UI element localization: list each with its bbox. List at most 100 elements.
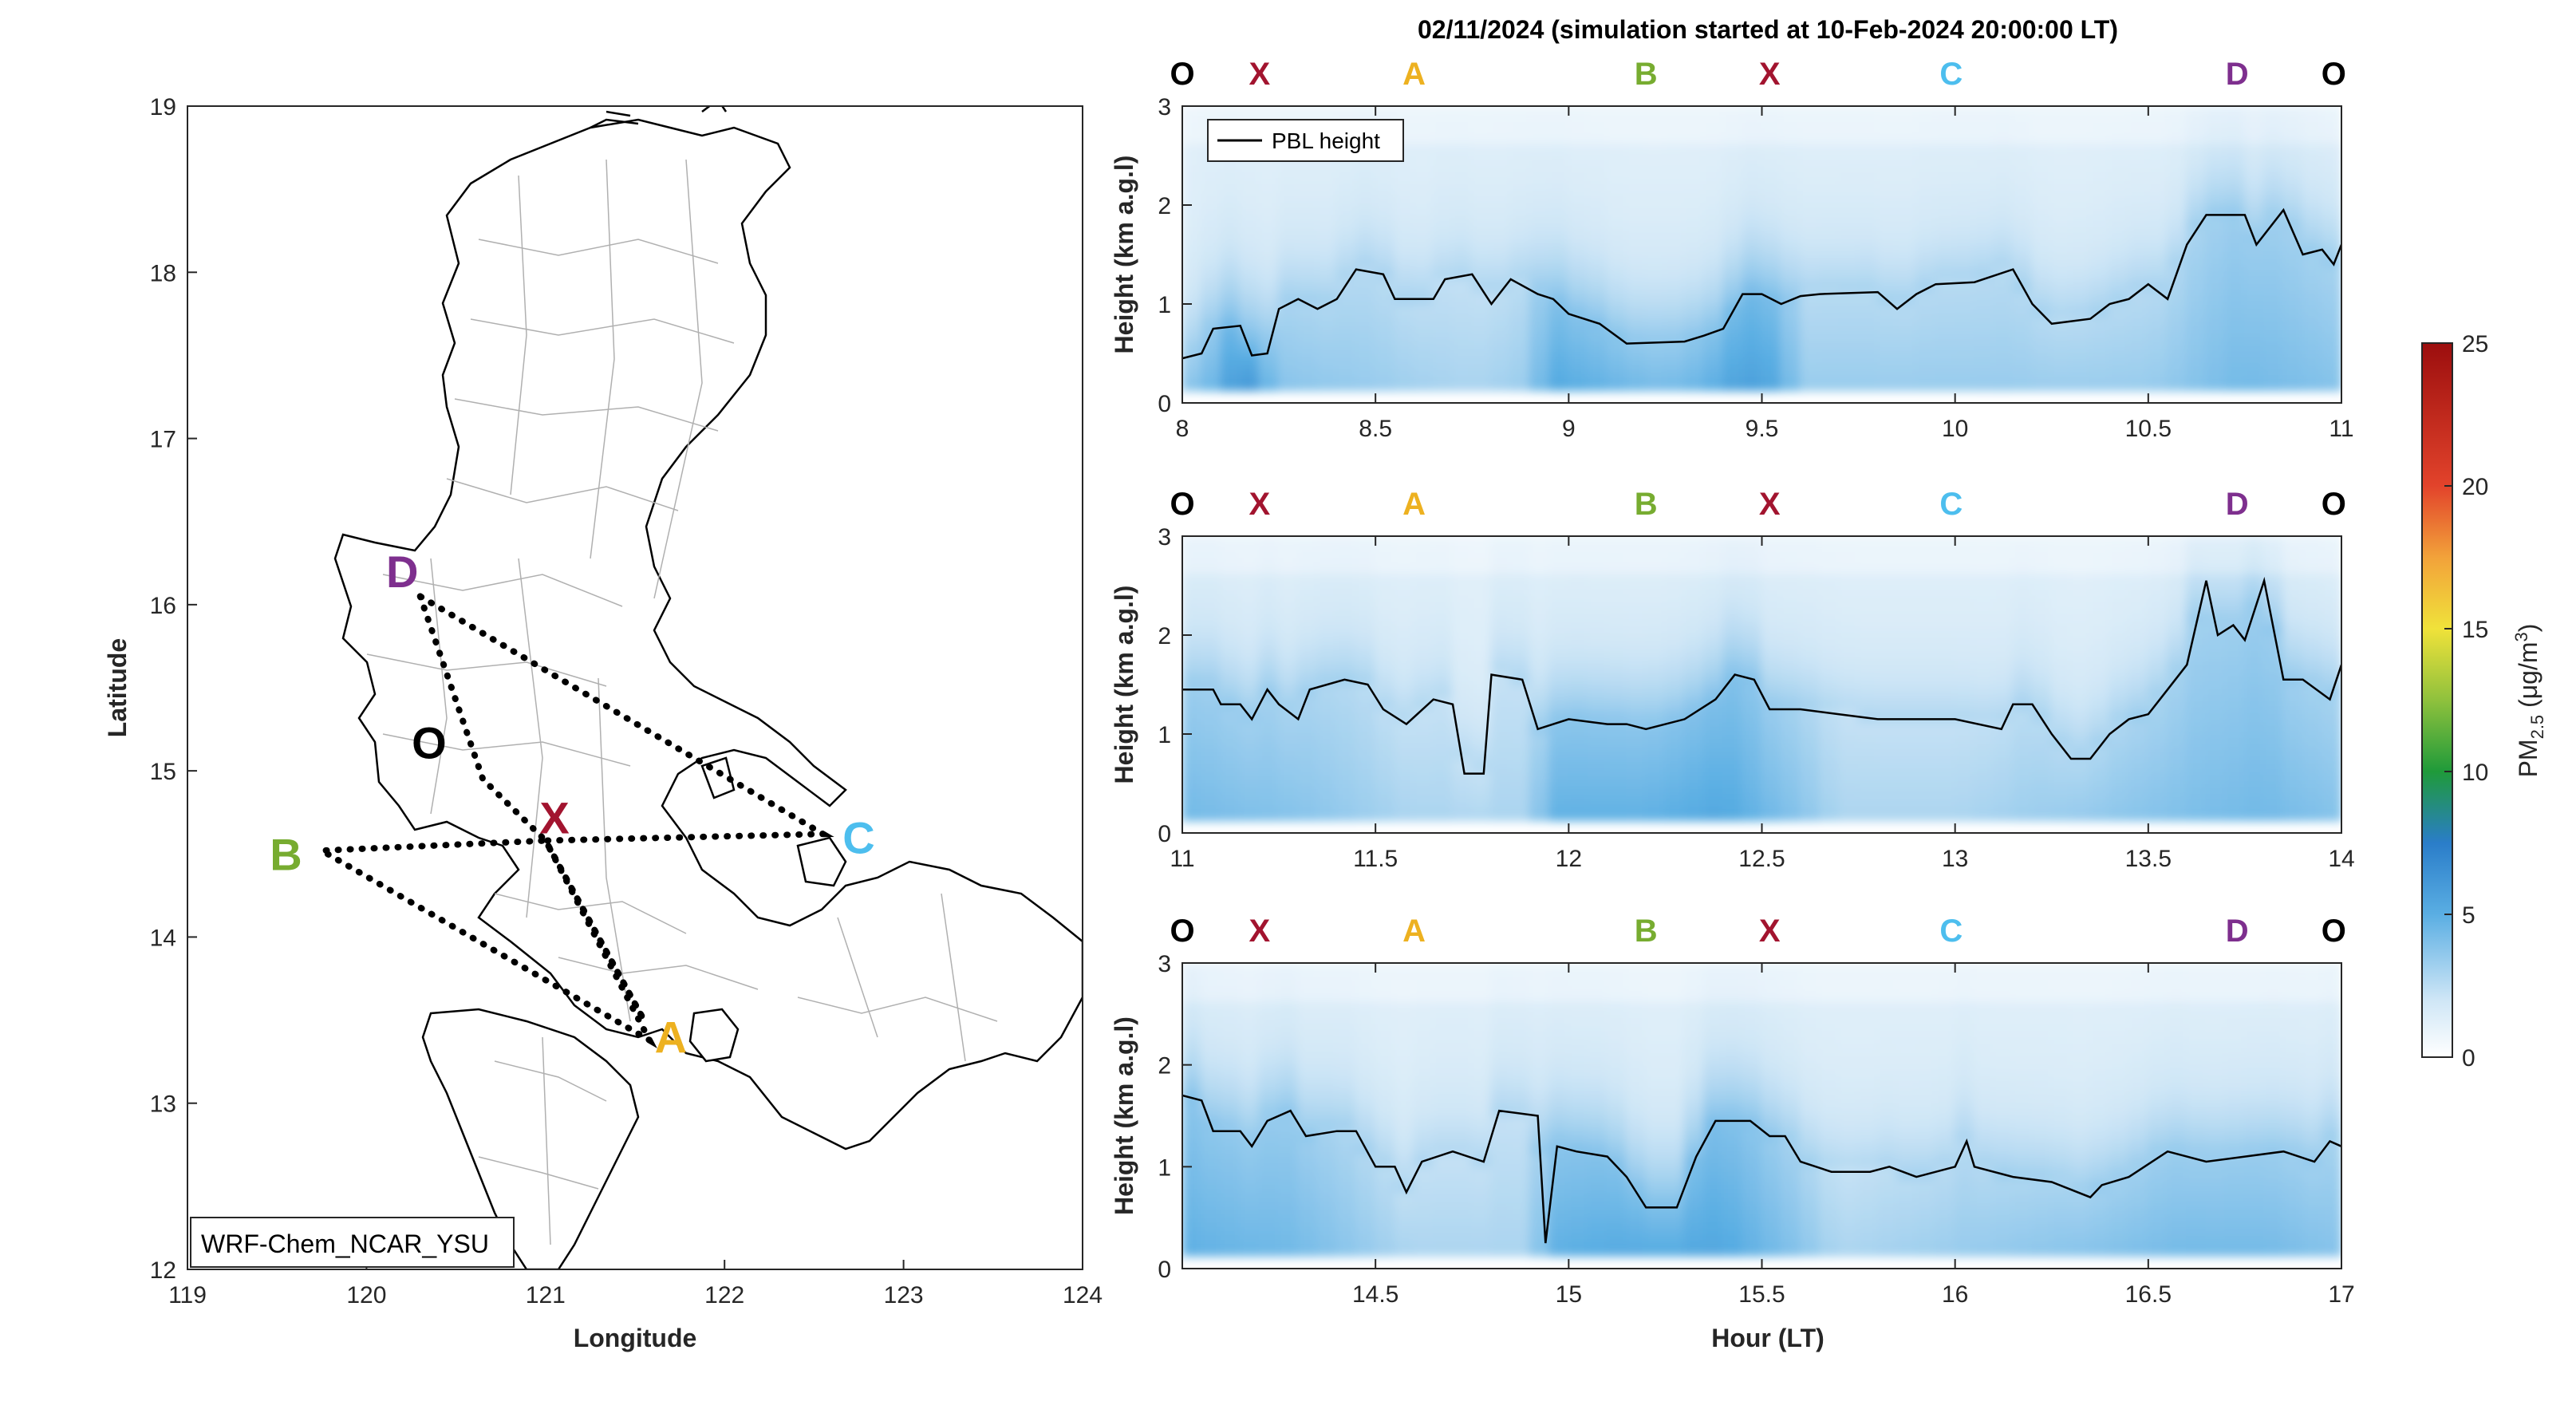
heatmap-cell <box>1722 241 1744 255</box>
heatmap-cell <box>2050 229 2072 243</box>
heatmap-cell <box>1838 167 1860 181</box>
heatmap-cell <box>1335 659 1357 673</box>
heatmap-cell <box>1297 191 1319 206</box>
heatmap-cell <box>1702 180 1725 194</box>
heatmap-cell <box>2147 597 2169 611</box>
heatmap-cell <box>1335 328 1357 342</box>
x-tick-label: 11 <box>2329 416 2353 442</box>
heatmap-cell <box>1799 1140 1821 1155</box>
heatmap-cell <box>2302 1102 2323 1117</box>
heatmap-cell <box>1664 646 1686 661</box>
map-x-tick-label: 124 <box>1063 1282 1103 1308</box>
x-tick-label: 14.5 <box>1352 1281 1398 1308</box>
heatmap-cell <box>1606 1153 1627 1168</box>
heatmap-cell <box>1548 1025 1570 1040</box>
heatmap-cell <box>1278 266 1300 280</box>
heatmap-cell <box>2243 610 2266 624</box>
heatmap-cell <box>2302 536 2323 550</box>
heatmap-cell <box>1761 241 1782 255</box>
heatmap-cell <box>2012 597 2034 611</box>
heatmap-cell <box>1819 1178 1840 1194</box>
heatmap-cell <box>2089 340 2111 354</box>
heatmap-cell <box>1935 106 1956 120</box>
heatmap-cell <box>2282 963 2304 977</box>
heatmap-cell <box>1297 254 1319 268</box>
heatmap-cell <box>1413 216 1434 231</box>
heatmap-cell <box>1838 597 1860 611</box>
heatmap-cell <box>1297 622 1319 636</box>
heatmap-cell <box>1201 377 1222 392</box>
heatmap-cell <box>2263 290 2285 305</box>
heatmap-cell <box>1664 191 1686 206</box>
y-tick-label: 1 <box>1158 1154 1171 1181</box>
heatmap-cell <box>1316 1242 1338 1257</box>
heatmap-cell <box>1857 1000 1879 1015</box>
heatmap-cell <box>1857 560 1879 574</box>
heatmap-cell <box>2321 720 2341 735</box>
heatmap-cell <box>1838 963 1860 977</box>
heatmap-cell <box>1432 1089 1454 1104</box>
heatmap-cell <box>1857 1178 1879 1194</box>
heatmap-cell <box>2205 634 2227 649</box>
heatmap-cell <box>2050 659 2072 673</box>
heatmap-cell <box>1220 795 1241 809</box>
heatmap-cell <box>1876 1000 1899 1015</box>
heatmap-cell <box>2302 191 2323 206</box>
heatmap-cell <box>1548 142 1570 156</box>
heatmap-cell <box>2205 1102 2227 1117</box>
heatmap-cell <box>1799 987 1821 1002</box>
heatmap-cell <box>1761 1115 1782 1130</box>
heatmap-cell <box>1722 328 1744 342</box>
heatmap-cell <box>2282 745 2304 760</box>
heatmap-cell <box>1683 1242 1705 1257</box>
heatmap-cell <box>2263 597 2285 611</box>
heatmap-cell <box>1722 216 1744 231</box>
heatmap-cell <box>1413 229 1434 243</box>
heatmap-cell <box>1432 1012 1454 1028</box>
catanduanes-island <box>796 836 847 887</box>
heatmap-cell <box>1876 572 1899 586</box>
heatmap-cell <box>2109 745 2130 760</box>
heatmap-cell <box>1954 1115 1975 1130</box>
heatmap-cell <box>1606 315 1627 330</box>
heatmap-cell <box>1780 278 1801 293</box>
heatmap-cell <box>2302 684 2323 698</box>
heatmap-cell <box>2205 1127 2227 1143</box>
heatmap-cell <box>1490 204 1512 219</box>
heatmap-cell <box>2089 142 2111 156</box>
heatmap-cell <box>2167 1153 2188 1168</box>
heatmap-cell <box>1645 1178 1667 1194</box>
heatmap-cell <box>1838 585 1860 599</box>
heatmap-cell <box>1645 365 1667 379</box>
heatmap-cell <box>1220 229 1241 243</box>
heatmap-cell <box>1297 290 1319 305</box>
heatmap-cell <box>1239 547 1260 562</box>
heatmap-cell <box>1742 130 1763 144</box>
heatmap-cell <box>1722 720 1744 735</box>
heatmap-cell <box>1857 572 1879 586</box>
heatmap-cell <box>2069 733 2092 748</box>
heatmap-cell <box>2128 795 2149 809</box>
heatmap-cell <box>1973 1191 1995 1206</box>
route-marker-a: A <box>1402 57 1426 92</box>
heatmap-cell <box>1915 783 1937 797</box>
heatmap-cell <box>1625 1229 1647 1245</box>
heatmap-cell <box>1857 1127 1879 1143</box>
heatmap-cell <box>1742 597 1763 611</box>
heatmap-cell <box>1509 1229 1531 1245</box>
heatmap-cell <box>2302 758 2323 772</box>
heatmap-cell <box>1625 1140 1647 1155</box>
heatmap-cell <box>2050 353 2072 367</box>
heatmap-cell <box>1761 745 1782 760</box>
heatmap-cell <box>2263 1127 2285 1143</box>
heatmap-cell <box>2263 745 2285 760</box>
heatmap-cell <box>1297 1012 1319 1028</box>
heatmap-cell <box>1780 254 1801 268</box>
heatmap-cell <box>1838 696 1860 710</box>
heatmap-cell <box>1702 254 1725 268</box>
heatmap-cell <box>1993 155 2014 169</box>
heatmap-cell <box>1452 204 1473 219</box>
heatmap-cell <box>1742 720 1763 735</box>
heatmap-cell <box>1548 290 1570 305</box>
heatmap-cell <box>1664 266 1686 280</box>
